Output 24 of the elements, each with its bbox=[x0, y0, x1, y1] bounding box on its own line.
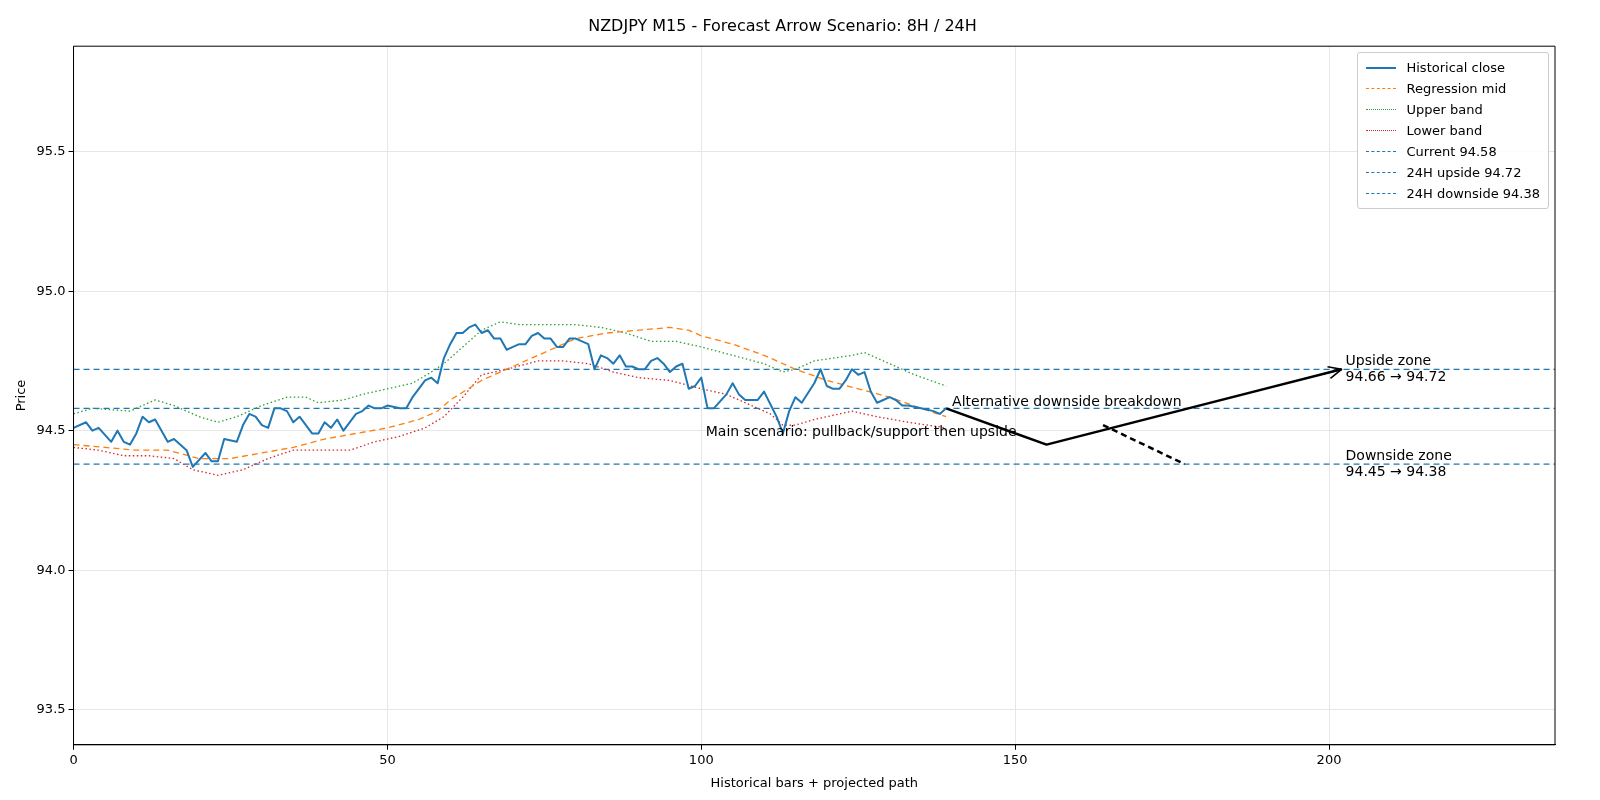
x-tick-label: 150 bbox=[1002, 751, 1028, 767]
annotation: Downside zone 94.45 → 94.38 bbox=[1345, 446, 1452, 479]
legend-label: Upper band bbox=[1406, 102, 1483, 118]
line-series bbox=[73, 321, 947, 423]
y-axis-title: Price bbox=[13, 379, 29, 412]
legend-label: 24H upside 94.72 bbox=[1406, 165, 1522, 181]
legend-label: Current 94.58 bbox=[1406, 144, 1497, 160]
y-tick-label: 93.5 bbox=[36, 701, 66, 717]
annotation: Alternative downside breakdown bbox=[952, 392, 1182, 409]
legend-label: 24H downside 94.38 bbox=[1406, 186, 1540, 202]
x-tick-label: 0 bbox=[69, 751, 78, 767]
y-tick-label: 94.0 bbox=[36, 561, 66, 577]
legend-label: Historical close bbox=[1406, 60, 1505, 76]
y-tick-label: 94.5 bbox=[36, 422, 66, 438]
x-tick-label: 50 bbox=[379, 751, 396, 767]
x-tick-label: 200 bbox=[1316, 751, 1342, 767]
x-tick-label: 100 bbox=[688, 751, 714, 767]
y-tick-label: 95.0 bbox=[36, 282, 66, 298]
y-tick-label: 95.5 bbox=[36, 143, 66, 159]
x-axis-title: Historical bars + projected path bbox=[710, 774, 919, 790]
legend-label: Lower band bbox=[1406, 123, 1483, 139]
annotation: Upside zone 94.66 → 94.72 bbox=[1345, 351, 1447, 384]
chart-title: NZDJPY M15 - Forecast Arrow Scenario: 8H / 24H bbox=[588, 15, 977, 35]
legend-label: Regression mid bbox=[1406, 81, 1507, 97]
